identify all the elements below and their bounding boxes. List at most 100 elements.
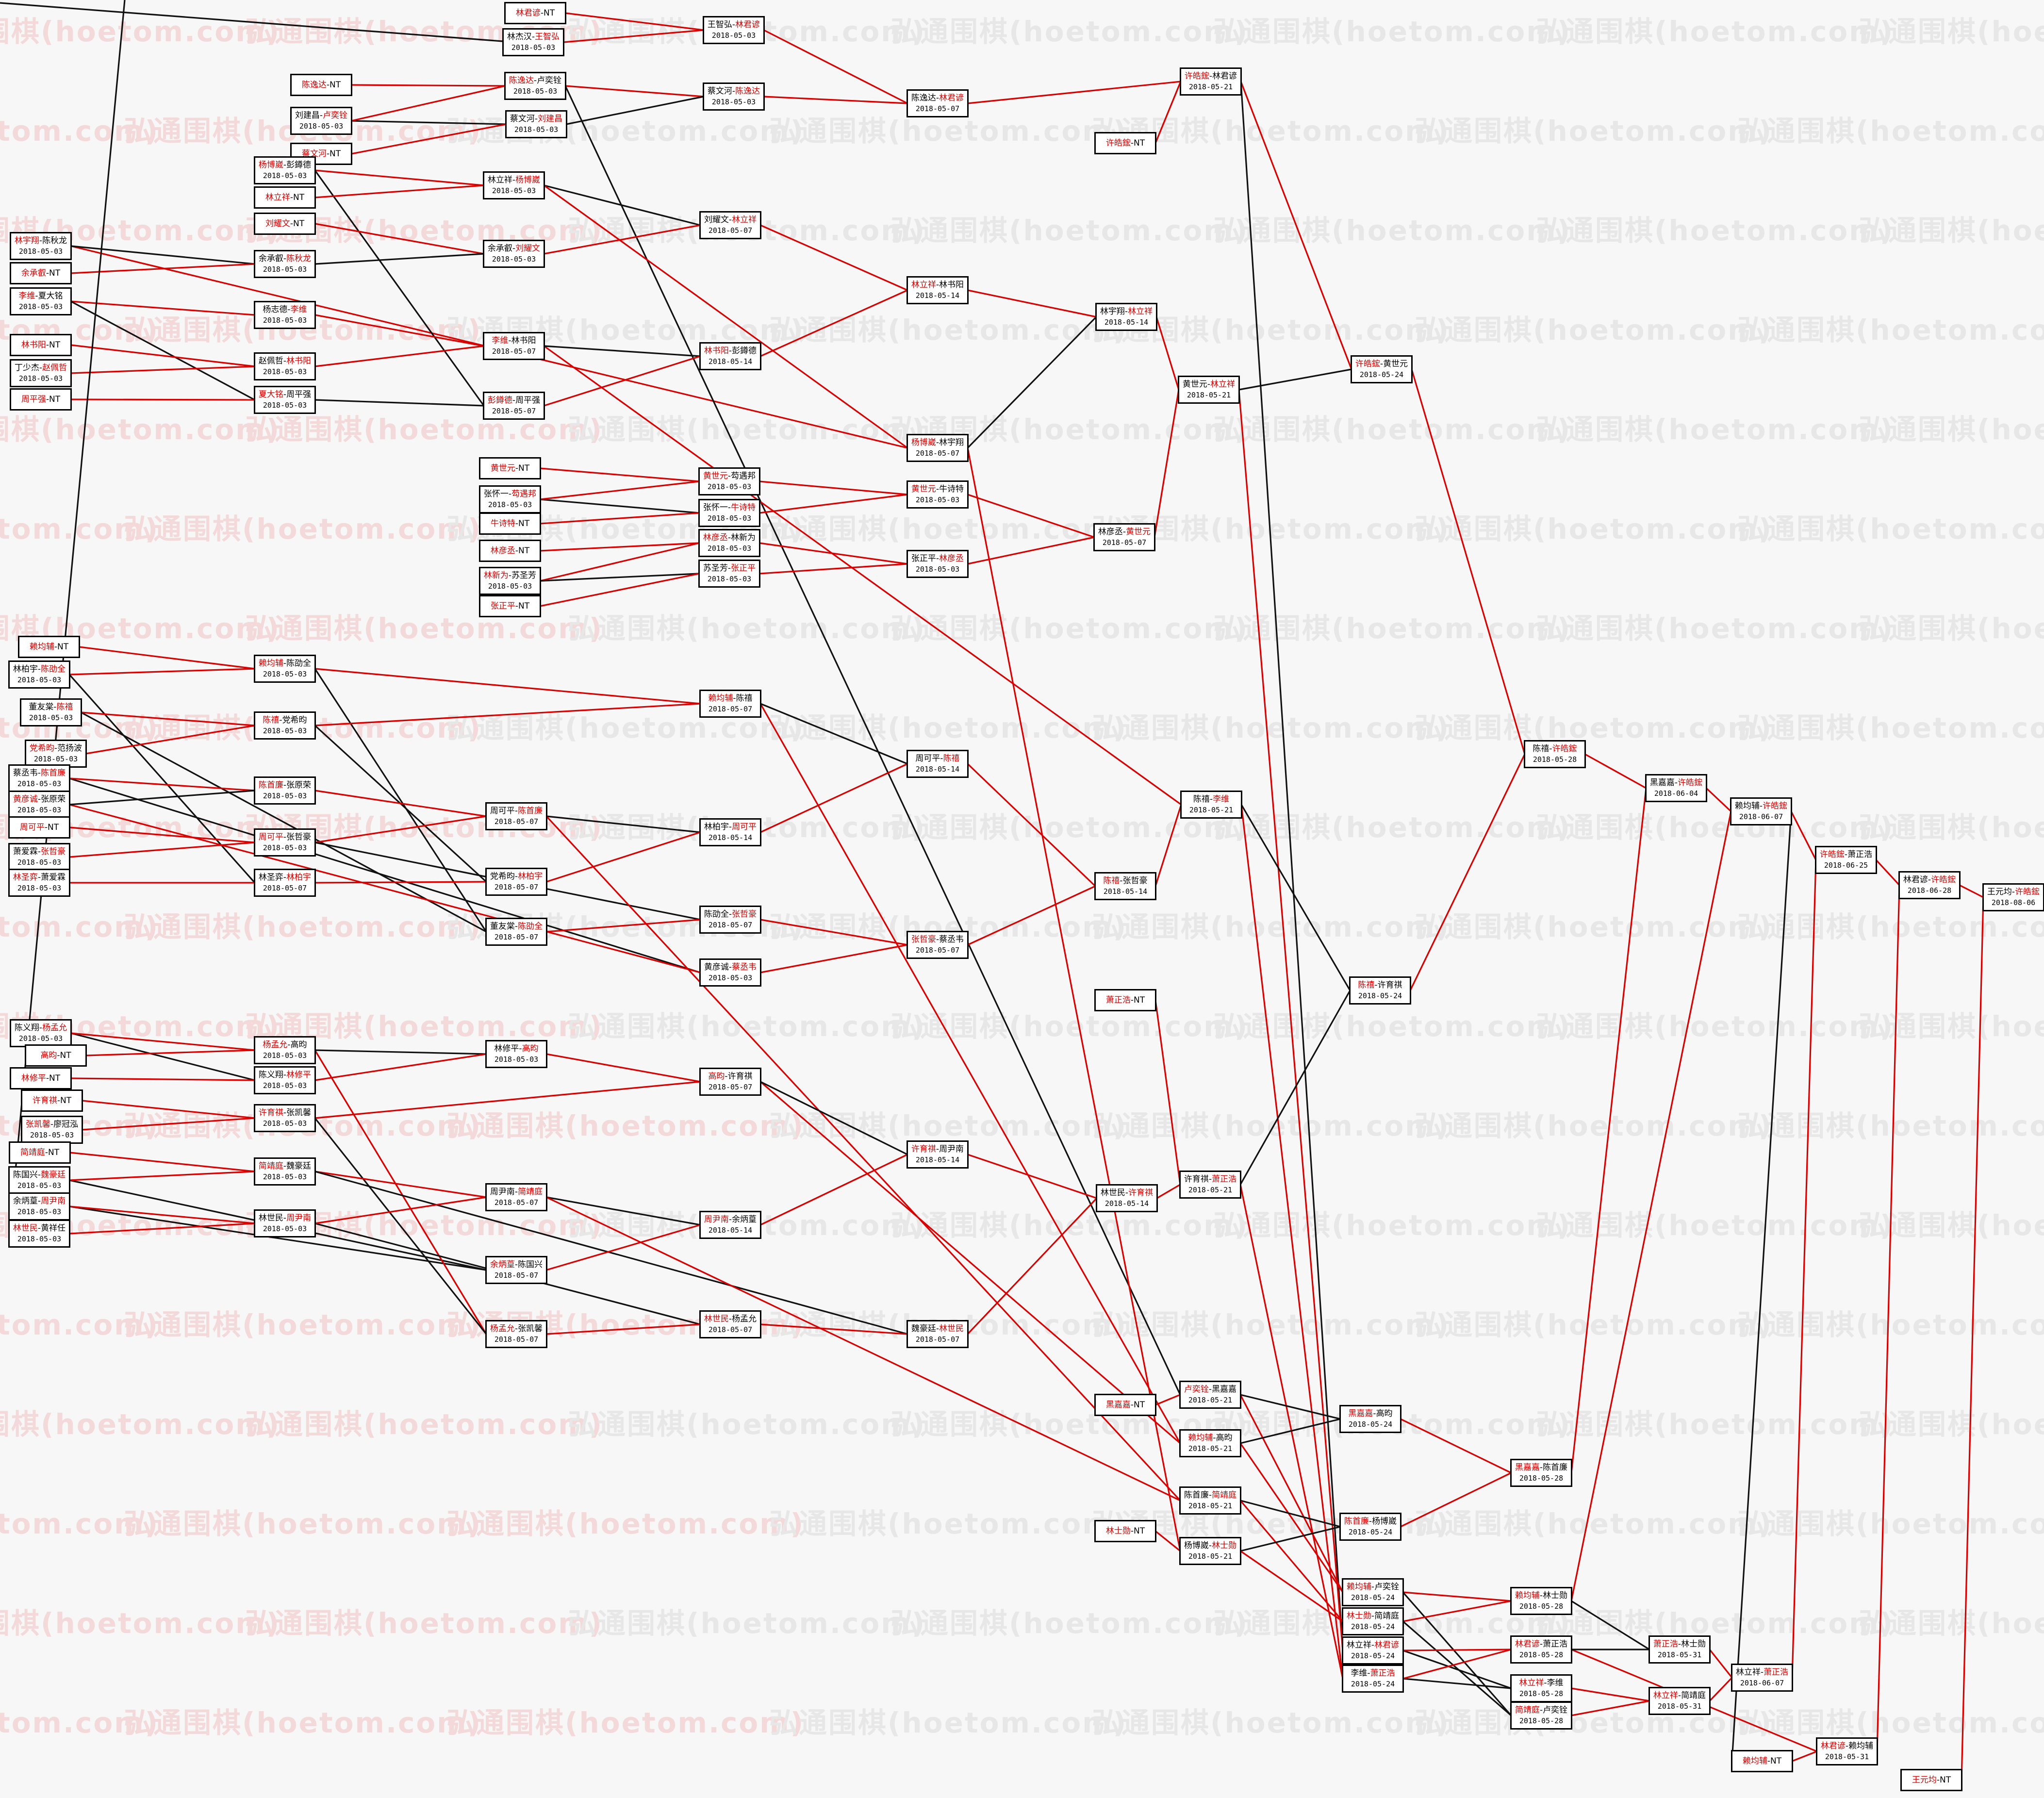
player2-name: 林立祥 (1128, 307, 1153, 316)
player2-name: NT (1940, 1775, 1951, 1785)
match-box: 杨博崴-林士勋 2018-05-21 (1179, 1537, 1241, 1565)
player2-name: 赖均辅 (1848, 1741, 1874, 1751)
match-players: 张怀一-芶遇邦 (484, 489, 536, 500)
player1-name: 许皓鋐 (1355, 359, 1380, 369)
player2-name: NT (49, 268, 61, 278)
match-box: 林立祥-李维 2018-05-28 (1510, 1674, 1572, 1702)
bracket-edge (314, 703, 701, 726)
player2-name: 林世民 (939, 1324, 964, 1334)
player1-name: 魏豪廷 (911, 1324, 936, 1334)
match-players: 林世民-周尹南 (259, 1213, 311, 1224)
name-separator: - (512, 175, 516, 185)
match-box: 董友棠-陈禧 2018-05-03 (20, 698, 82, 726)
bracket-edge (967, 447, 1181, 1551)
bracket-edge (1402, 1591, 1512, 1602)
match-players: 林彦丞-NT (491, 545, 529, 557)
bracket-edge (69, 1222, 255, 1235)
bracket-edge (1240, 1550, 1343, 1622)
bracket-edge (760, 1323, 908, 1335)
match-date: 2018-05-24 (1351, 1680, 1395, 1688)
watermark-text: 弘通围棋(hoetom.com) (769, 512, 1128, 545)
bracket-edge (69, 777, 701, 973)
bracket-edge (546, 919, 701, 933)
bracket-edge (760, 763, 908, 833)
bracket-edge (540, 573, 700, 607)
name-separator: - (936, 935, 940, 944)
name-separator: - (936, 438, 940, 447)
player2-name: 简靖庭 (518, 1187, 543, 1197)
player1-name: 陈逸达 (301, 80, 327, 90)
match-players: 李维-萧正浩 (1351, 1668, 1395, 1679)
bracket-edge (0, 2, 503, 42)
bracket-edge (566, 96, 704, 125)
watermark-text: 弘通围棋(hoetom.com) (1415, 1308, 1773, 1341)
name-separator: - (37, 1223, 41, 1233)
match-box: 许皓鋐-NT (1094, 132, 1156, 154)
match-date: 2018-05-03 (263, 171, 307, 180)
match-date: 2018-05-07 (915, 104, 960, 113)
match-date: 2018-05-03 (263, 265, 307, 274)
bracket-edge (69, 668, 255, 676)
player1-name: 蔡文河 (510, 114, 535, 124)
match-players: 周尹南-余炳葟 (704, 1214, 757, 1225)
player2-name: 芶遇邦 (731, 471, 756, 481)
match-players: 王元均-NT (1912, 1775, 1951, 1786)
watermark-text: 弘通围棋(hoetom.com) (446, 1706, 805, 1739)
name-separator: - (1208, 1174, 1212, 1184)
name-separator: - (279, 715, 282, 725)
player1-name: 林君谚 (1820, 1741, 1846, 1751)
player2-name: 林立祥 (1210, 379, 1236, 389)
player2-name: NT (1134, 138, 1145, 148)
bracket-edge (763, 29, 908, 104)
bracket-edge (314, 881, 487, 884)
bracket-edge (70, 398, 255, 401)
match-box: 牛诗特-NT (479, 512, 541, 535)
watermark-text: 弘通围棋(hoetom.com) (1536, 1607, 1895, 1640)
player2-name: 张哲豪 (1122, 876, 1148, 886)
player1-name: 杨志德 (263, 305, 288, 314)
name-separator: - (39, 1023, 43, 1033)
player1-name: 高昀 (40, 1050, 57, 1060)
player2-name: 蔡丞韦 (732, 962, 757, 972)
match-date: 2018-06-07 (1740, 1679, 1784, 1687)
watermark-text: 弘通围棋(hoetom.com) (1092, 1109, 1451, 1142)
match-players: 李维-夏大铭 (18, 291, 63, 302)
bracket-edge (314, 815, 487, 843)
player2-name: NT (1134, 1400, 1145, 1410)
watermark-text: 弘通围棋(hoetom.com) (1859, 1209, 2044, 1242)
name-separator: - (290, 218, 294, 229)
player1-name: 张正平 (490, 601, 515, 611)
match-date: 2018-05-03 (263, 316, 307, 325)
match-players: 李维-林书阳 (492, 335, 536, 346)
watermark-text: 弘通围棋(hoetom.com) (446, 1507, 805, 1540)
name-separator: - (283, 1070, 287, 1080)
match-players: 刘耀文-NT (265, 218, 304, 230)
player2-name: NT (330, 148, 341, 159)
name-separator: - (519, 1044, 522, 1054)
player2-name: 芶遇邦 (511, 489, 537, 499)
match-box: 高昀-NT (25, 1044, 87, 1067)
match-date: 2018-05-07 (494, 883, 539, 891)
match-box: 陈禧-党希昀 2018-05-03 (254, 711, 316, 740)
name-separator: - (512, 396, 516, 405)
match-players: 陈首廉-张原荣 (259, 780, 311, 791)
match-box: 李维-林书阳 2018-05-07 (483, 332, 545, 360)
bracket-edge (1240, 1500, 1341, 1528)
match-date: 2018-05-03 (514, 125, 559, 134)
match-box: 蔡文河-陈逸达 2018-05-03 (703, 82, 765, 111)
player1-name: 余炳葟 (13, 1196, 38, 1206)
match-date: 2018-05-14 (708, 833, 753, 842)
player1-name: 林杰汉 (507, 32, 532, 42)
match-players: 林立祥-杨博崴 (488, 175, 540, 186)
player2-name: 夏大铭 (38, 291, 63, 301)
match-date: 2018-05-03 (263, 1119, 307, 1128)
match-box: 杨博崴-彭鐏德 2018-05-03 (254, 156, 316, 184)
match-box: 卢奕铨-黑嘉嘉 2018-05-21 (1179, 1381, 1241, 1409)
bracket-edge (760, 1154, 908, 1226)
watermark-text: 弘通围棋(hoetom.com) (1536, 811, 1895, 844)
player1-name: 林君谚 (1903, 875, 1928, 885)
match-date: 2018-05-14 (708, 1226, 753, 1235)
name-separator: - (514, 1260, 518, 1270)
bracket-edge (1154, 1530, 1181, 1552)
player1-name: 黄彦诚 (13, 794, 38, 804)
